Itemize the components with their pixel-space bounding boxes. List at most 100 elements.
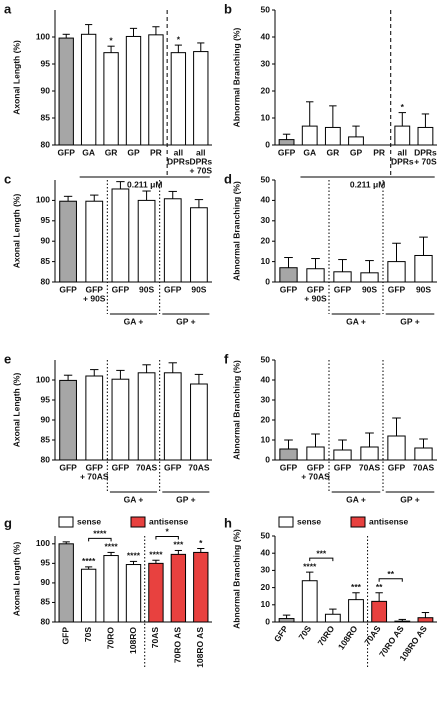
group-label: 0.211 μM [350, 179, 385, 189]
error-bar [197, 42, 205, 52]
bar [163, 198, 182, 283]
y-axis-label: Axonal Length (%) [11, 40, 21, 115]
y-tick-label: 20 [261, 414, 271, 424]
error-bar [107, 45, 115, 53]
group-label: GA + [346, 316, 366, 326]
bar [278, 618, 295, 623]
bar [193, 51, 209, 146]
x-tick-label: PR [150, 147, 162, 157]
bar [301, 125, 318, 146]
y-tick-label: 90 [41, 85, 51, 95]
bar [387, 261, 406, 283]
error-bar [284, 257, 293, 268]
error-bar [306, 571, 314, 581]
y-tick-label: 40 [261, 31, 271, 41]
x-tick-label: 90S [191, 284, 206, 294]
bar [306, 446, 325, 461]
significance: * [109, 35, 113, 45]
y-axis-label: Abnormal Branching (%) [231, 181, 241, 281]
bar [163, 372, 182, 461]
x-tick-label: + 70AS [80, 471, 109, 481]
x-tick-label: 108RO [336, 623, 360, 651]
bar [417, 617, 434, 623]
x-tick-label: 108RO [128, 627, 138, 654]
error-bar [311, 433, 320, 447]
bar [371, 600, 388, 623]
x-tick-label: 70RO AS [173, 627, 183, 663]
error-bar [282, 133, 291, 140]
significance: *** [173, 540, 184, 550]
bar [348, 136, 364, 146]
panel-label: h [224, 515, 232, 530]
error-bar [116, 181, 125, 189]
panel-label: b [224, 1, 232, 16]
y-tick-label: 100 [36, 374, 50, 384]
x-tick-label: 90S [139, 284, 154, 294]
bar [80, 33, 97, 146]
legend-swatch [350, 516, 366, 528]
bar [80, 568, 97, 623]
error-bar [419, 236, 428, 256]
legend-swatch [278, 516, 294, 528]
y-tick-label: 80 [41, 139, 51, 149]
bar [301, 580, 318, 623]
error-bar [421, 612, 430, 618]
bar [137, 199, 156, 283]
bar [58, 543, 74, 623]
x-tick-label: GA [303, 147, 316, 157]
x-tick-label: GP [127, 147, 140, 157]
error-bar [398, 112, 406, 127]
y-axis-label: Abnormal Branching (%) [231, 28, 241, 128]
legend-label: antisense [369, 516, 408, 526]
y-tick-label: 100 [36, 195, 50, 205]
x-tick-label: GFP [59, 462, 77, 472]
error-bar [152, 26, 160, 35]
y-tick-label: 40 [261, 547, 271, 557]
error-bar [85, 566, 93, 570]
bar [170, 553, 187, 623]
error-bar [129, 560, 138, 565]
x-tick-label: + 70S [190, 165, 213, 175]
bar [324, 613, 341, 623]
x-tick-label: 70AS [136, 462, 158, 472]
error-bar [375, 592, 383, 602]
error-bar [63, 374, 73, 381]
y-tick-label: 40 [261, 374, 271, 384]
x-tick-label: GFP [112, 284, 130, 294]
significance: **** [104, 542, 118, 552]
bracket-label: *** [316, 548, 327, 558]
error-bar [311, 258, 320, 269]
bar [333, 271, 352, 283]
x-tick-label: 70S [83, 627, 93, 642]
error-bar [352, 125, 360, 137]
y-tick-label: 10 [261, 256, 271, 266]
group-label: GA + [346, 494, 366, 504]
bar [414, 254, 433, 283]
y-tick-label: 50 [261, 174, 271, 184]
y-tick-label: 30 [261, 394, 271, 404]
panel-label: e [4, 351, 11, 366]
error-bar [63, 195, 73, 202]
y-tick-label: 30 [261, 215, 271, 225]
x-tick-label: GFP [280, 284, 298, 294]
bracket-label: * [165, 527, 169, 537]
error-bar [197, 548, 205, 553]
significance: * [199, 538, 203, 548]
y-tick-label: 100 [36, 538, 50, 548]
error-bar [168, 362, 177, 373]
legend-swatch [58, 516, 74, 528]
y-tick-label: 85 [41, 112, 51, 122]
error-bar [62, 33, 70, 39]
x-tick-label: DPRs [189, 156, 212, 166]
bar [58, 37, 74, 146]
bar [103, 52, 119, 146]
y-tick-label: 10 [261, 599, 271, 609]
group-label: GA + [124, 494, 144, 504]
y-axis-label: Abnormal Branching (%) [231, 529, 241, 629]
bracket [378, 578, 403, 582]
y-tick-label: 40 [261, 195, 271, 205]
x-tick-label: 90S [362, 284, 377, 294]
bar [148, 34, 164, 146]
error-bar [174, 44, 182, 53]
significance: ** [376, 582, 383, 592]
